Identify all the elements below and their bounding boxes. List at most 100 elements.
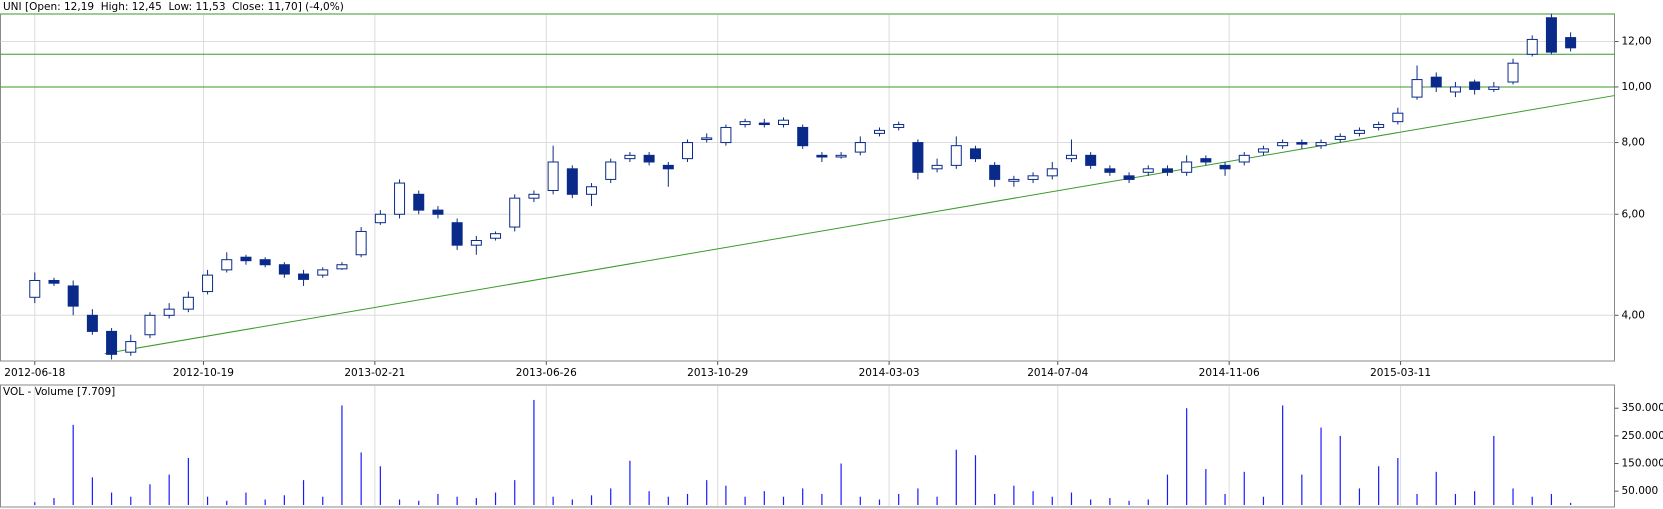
candle-body xyxy=(1123,175,1135,180)
candle-body xyxy=(643,154,655,163)
candle-body xyxy=(1277,142,1289,147)
candle-body xyxy=(413,193,425,211)
y-tick-label: 150.000 xyxy=(1622,458,1663,470)
candle-body xyxy=(1046,168,1058,177)
candle-body xyxy=(1219,164,1231,170)
candle-body xyxy=(67,285,79,307)
candle-body xyxy=(374,213,386,224)
volume-title: VOL - Volume [7.709] xyxy=(3,386,115,398)
candle-body xyxy=(931,164,943,170)
candle-body xyxy=(29,279,41,298)
candle-body xyxy=(451,222,463,246)
candle-body xyxy=(470,240,482,246)
candle-body xyxy=(873,129,885,134)
candle-body xyxy=(739,121,751,126)
candle-body xyxy=(1238,154,1250,163)
candle-body xyxy=(1200,158,1212,163)
x-tick-label: 2012-10-19 xyxy=(173,367,234,379)
y-tick-label: 10,00 xyxy=(1622,81,1652,93)
candle-body xyxy=(240,256,252,262)
x-tick-label: 2015-03-11 xyxy=(1370,367,1431,379)
y-tick-label: 6,00 xyxy=(1622,208,1645,220)
volume-panel xyxy=(0,384,1615,508)
candle-body xyxy=(835,154,847,158)
candle-body xyxy=(1008,178,1020,182)
candle-body xyxy=(298,273,310,280)
candle-body xyxy=(528,193,540,199)
candle-body xyxy=(1315,142,1327,147)
candle-body xyxy=(758,122,770,126)
candle-body xyxy=(278,264,290,275)
candle-body xyxy=(1488,86,1500,90)
x-tick-label: 2014-11-06 xyxy=(1199,367,1260,379)
candle-body xyxy=(490,233,502,239)
candle-body xyxy=(1257,148,1269,153)
candle-body xyxy=(720,126,732,144)
candle-body xyxy=(1507,62,1519,83)
y-tick-label: 250.000 xyxy=(1622,430,1663,442)
candle-body xyxy=(202,274,214,293)
candle-body xyxy=(1161,168,1173,173)
candle-body xyxy=(1545,17,1557,53)
candle-body xyxy=(86,314,98,332)
candle-body xyxy=(125,341,137,353)
candle-body xyxy=(682,142,694,160)
y-tick-label: 350.000 xyxy=(1622,402,1663,414)
candle-body xyxy=(355,230,367,256)
candle-body xyxy=(1392,112,1404,123)
candle-body xyxy=(816,154,828,158)
candle-body xyxy=(1142,168,1154,173)
x-tick-label: 2013-02-21 xyxy=(344,367,405,379)
candle-body xyxy=(950,145,962,166)
candle-body xyxy=(336,264,348,270)
x-tick-label: 2014-03-03 xyxy=(859,367,920,379)
candle-body xyxy=(912,142,924,173)
x-tick-label: 2014-07-04 xyxy=(1027,367,1088,379)
candle-body xyxy=(1373,124,1385,128)
y-tick-label: 8,00 xyxy=(1622,137,1645,149)
candle-body xyxy=(48,279,60,284)
candle-body xyxy=(1334,135,1346,140)
candle-body xyxy=(1027,175,1039,180)
candle-body xyxy=(1411,79,1423,98)
candle-body xyxy=(701,137,713,140)
candle-body xyxy=(854,142,866,153)
candle-body xyxy=(605,161,617,180)
candle-body xyxy=(1181,161,1193,173)
candle-body xyxy=(1085,154,1097,166)
candle-body xyxy=(586,186,598,195)
candle-body xyxy=(893,124,905,128)
candle-body xyxy=(163,308,175,316)
y-tick-label: 50.000 xyxy=(1622,485,1659,497)
candle-body xyxy=(1526,38,1538,55)
candle-body xyxy=(547,161,559,192)
x-tick-label: 2013-10-29 xyxy=(687,367,748,379)
candle-body xyxy=(432,209,444,215)
candle-body xyxy=(1469,81,1481,90)
candle-body xyxy=(969,148,981,160)
candle-body xyxy=(566,168,578,195)
candle-body xyxy=(317,269,329,276)
candle-body xyxy=(1430,76,1442,88)
trend-line xyxy=(104,95,1615,355)
candle-body xyxy=(221,259,233,271)
candle-body xyxy=(106,330,118,355)
candle-body xyxy=(989,164,1001,180)
candle-body xyxy=(662,164,674,170)
y-tick-label: 12,00 xyxy=(1622,36,1652,48)
candle-body xyxy=(1353,129,1365,134)
candle-body xyxy=(1296,142,1308,145)
candle-body xyxy=(1065,154,1077,160)
candle-body xyxy=(259,259,271,266)
y-tick-label: 4,00 xyxy=(1622,309,1645,321)
candle-body xyxy=(1104,168,1116,173)
candle-body xyxy=(778,119,790,126)
candle-body xyxy=(1449,86,1461,93)
x-tick-label: 2013-06-26 xyxy=(516,367,577,379)
candle-body xyxy=(624,154,636,160)
x-tick-label: 2012-06-18 xyxy=(4,367,65,379)
candle-body xyxy=(1565,37,1577,49)
candle-body xyxy=(797,126,809,147)
